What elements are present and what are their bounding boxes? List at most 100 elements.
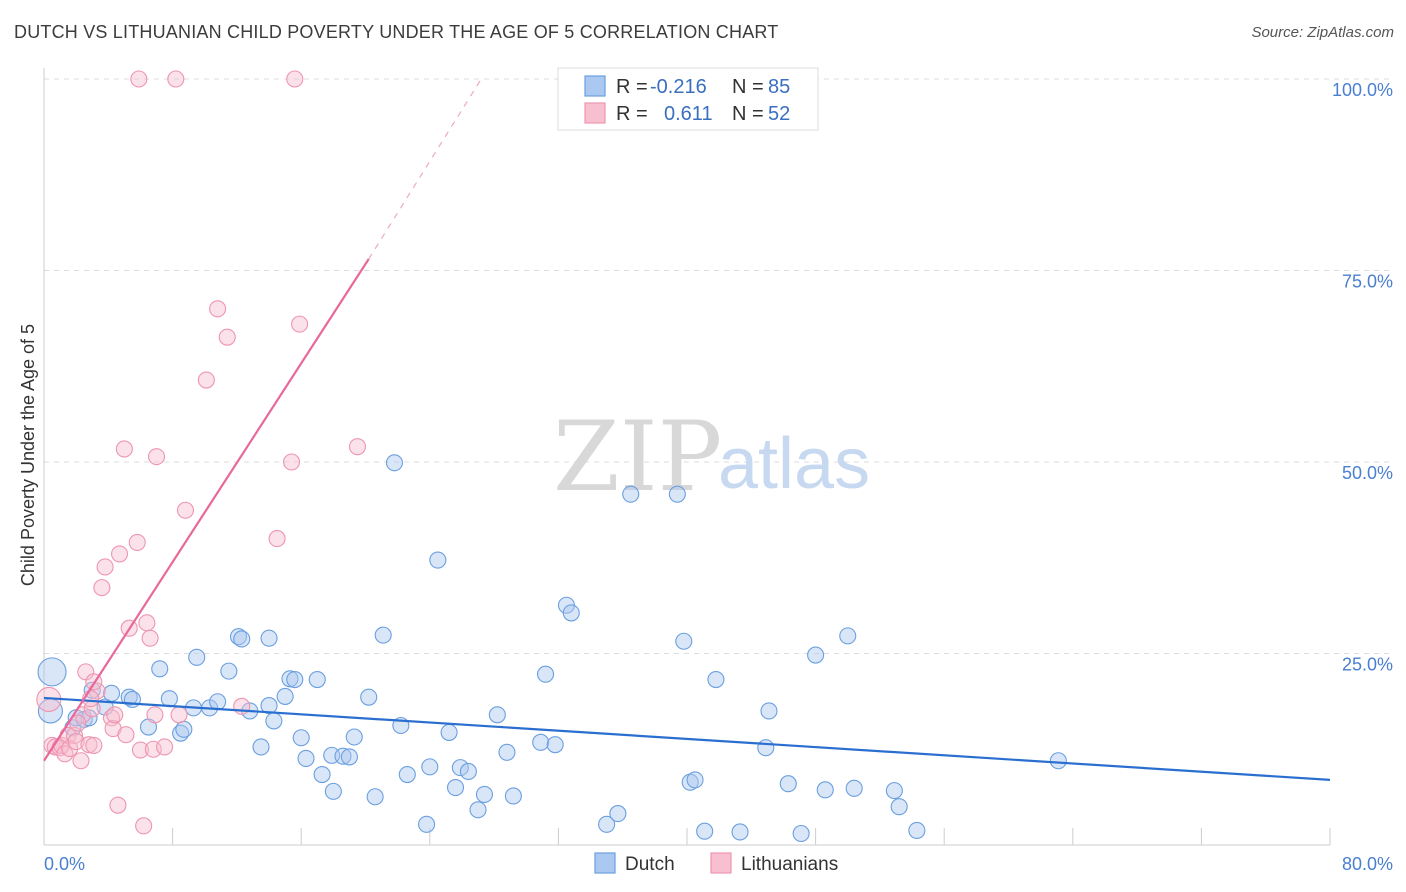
point-lithuanians-46: [286, 70, 304, 88]
watermark: ZIP atlas: [553, 401, 870, 513]
point-dutch-80: [885, 782, 903, 800]
point-dutch-22: [233, 630, 251, 648]
point-lithuanians-50: [146, 706, 164, 724]
point-dutch-45: [418, 815, 436, 833]
point-dutch-73: [760, 702, 778, 720]
point-dutch-51: [459, 762, 477, 781]
watermark-atlas: atlas: [718, 424, 870, 504]
point-dutch-61: [562, 604, 580, 622]
bottom-legend-swatch-dutch: [594, 852, 616, 874]
point-lithuanians-23: [115, 440, 133, 458]
point-dutch-20: [220, 662, 238, 680]
point-dutch-44: [398, 765, 416, 784]
point-dutch-28: [281, 670, 299, 688]
trend-line-lithuanians: [43, 258, 370, 762]
point-dutch-29: [286, 670, 304, 689]
point-lithuanians-15: [85, 736, 103, 754]
point-dutch-19: [209, 693, 227, 711]
point-lithuanians-22: [111, 545, 129, 563]
y-tick-label-2: 75.0%: [1342, 272, 1393, 292]
point-lithuanians-19: [102, 709, 121, 727]
point-dutch-36: [334, 747, 352, 765]
point-dutch-10: [123, 690, 141, 709]
point-lithuanians-51: [69, 714, 87, 732]
y-tick-label-0: 25.0%: [1342, 655, 1393, 675]
point-lithuanians-42: [291, 315, 309, 333]
point-lithuanians-35: [176, 501, 195, 519]
point-dutch-0: [37, 657, 67, 687]
bottom-legend-swatch-lithuanians: [710, 852, 732, 874]
legend-box: R = -0.216 N = 85 R = 0.611 N = 52: [557, 67, 819, 131]
x-tick-label-1: 80.0%: [1342, 854, 1393, 874]
point-dutch-12: [151, 660, 169, 678]
point-lithuanians-36: [197, 371, 215, 389]
legend-swatch-dutch: [584, 75, 606, 97]
y-tick-labels: 25.0% 50.0% 75.0% 100.0%: [1332, 80, 1393, 675]
point-dutch-83: [1049, 752, 1067, 770]
point-dutch-54: [488, 706, 506, 724]
legend-r-value-dutch: -0.216: [650, 76, 707, 98]
point-lithuanians-30: [141, 629, 159, 647]
point-dutch-68: [686, 771, 704, 789]
point-dutch-71: [731, 823, 749, 841]
point-lithuanians-45: [167, 70, 185, 88]
point-dutch-35: [324, 782, 342, 800]
point-dutch-26: [265, 712, 283, 730]
point-dutch-57: [532, 733, 550, 751]
point-dutch-42: [385, 454, 403, 472]
point-lithuanians-38: [218, 328, 236, 346]
point-dutch-15: [175, 720, 193, 738]
y-axis-title: Child Poverty Under the Age of 5: [18, 324, 38, 586]
point-dutch-27: [276, 687, 294, 705]
point-lithuanians-34: [170, 706, 188, 724]
point-lithuanians-44: [130, 70, 148, 88]
point-lithuanians-49: [106, 706, 124, 724]
x-tick-labels: 0.0% 80.0%: [44, 854, 1393, 874]
trend-extension-lithuanians: [368, 78, 482, 260]
point-dutch-65: [668, 485, 686, 503]
point-dutch-16: [188, 648, 206, 666]
point-lithuanians-17: [93, 579, 111, 597]
point-dutch-72: [757, 739, 775, 757]
point-lithuanians-13: [80, 736, 98, 754]
point-dutch-21: [229, 628, 248, 646]
point-dutch-69: [696, 822, 714, 840]
data-points: [36, 70, 1067, 843]
point-dutch-74: [779, 775, 797, 793]
grid-lines: [44, 78, 1392, 654]
y-tick-label-1: 50.0%: [1342, 463, 1393, 483]
legend-r-label-lithuanians: R =: [616, 103, 648, 125]
point-dutch-33: [313, 765, 331, 784]
point-lithuanians-28: [135, 817, 153, 835]
legend-swatch-lithuanians: [584, 102, 606, 124]
point-dutch-46: [421, 758, 439, 776]
point-dutch-40: [366, 788, 384, 806]
y-tick-label-3: 100.0%: [1332, 80, 1393, 100]
source-label: Source: ZipAtlas.com: [1251, 24, 1394, 41]
point-dutch-13: [160, 690, 178, 708]
point-dutch-8: [102, 684, 121, 702]
point-lithuanians-26: [128, 533, 146, 551]
point-dutch-78: [839, 627, 857, 645]
legend-r-value-lithuanians: 0.611: [664, 103, 713, 125]
legend-n-label-lithuanians: N =: [732, 103, 764, 125]
point-lithuanians-21: [109, 796, 127, 814]
point-dutch-82: [908, 821, 926, 839]
point-dutch-66: [675, 632, 693, 650]
legend-r-label-dutch: R =: [616, 76, 648, 98]
point-dutch-30: [292, 729, 310, 747]
point-lithuanians-18: [96, 558, 114, 576]
point-dutch-53: [475, 785, 494, 803]
point-dutch-39: [360, 688, 378, 706]
axes: [43, 68, 1331, 846]
point-lithuanians-37: [209, 300, 227, 318]
legend-n-value-lithuanians: 52: [768, 103, 790, 125]
point-lithuanians-33: [156, 738, 174, 756]
point-dutch-41: [374, 626, 392, 644]
bottom-legend: Dutch Lithuanians: [594, 852, 838, 875]
point-dutch-63: [609, 805, 627, 823]
point-dutch-84: [260, 629, 278, 647]
point-dutch-81: [890, 798, 908, 816]
point-dutch-50: [451, 759, 469, 777]
